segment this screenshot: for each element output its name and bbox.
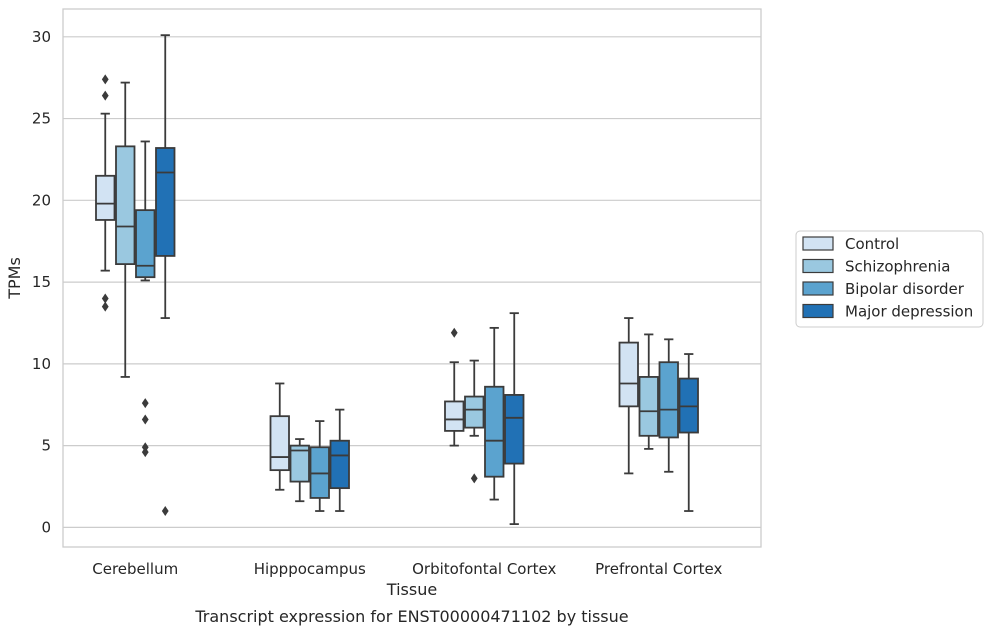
- legend: Control Schizophrenia Bipolar disorder Majo…: [795, 230, 984, 328]
- y-axis-title: TPMs: [5, 257, 24, 300]
- box-body: [444, 400, 465, 432]
- box-orbitofontal-cortex-bipolar-disorder: [484, 326, 505, 501]
- box-prefrontal-cortex-bipolar-disorder: [658, 338, 679, 473]
- box-hipppocampus-control: [269, 382, 290, 491]
- x-tick-label: Hipppocampus: [254, 560, 366, 578]
- outlier-point: [141, 398, 149, 409]
- x-tick-label: Prefrontal Cortex: [595, 560, 722, 578]
- box-body: [464, 395, 485, 429]
- legend-label: Control: [845, 235, 899, 253]
- outlier-point: [161, 506, 169, 517]
- outlier-point: [141, 447, 149, 458]
- plot-frame: [62, 8, 762, 548]
- y-tick-label: 15: [32, 273, 51, 291]
- x-tick-labels: Cerebellum Hipppocampus Orbitofontal Corte…: [92, 560, 722, 578]
- box-hipppocampus-schizophrenia: [289, 438, 310, 503]
- box-body: [115, 145, 136, 266]
- box-cerebellum-schizophrenia: [115, 81, 136, 378]
- y-tick-label: 25: [32, 110, 51, 128]
- box-body: [484, 385, 505, 478]
- outlier-point: [101, 293, 109, 304]
- y-tick-label: 0: [41, 518, 51, 536]
- x-tick-label: Cerebellum: [92, 560, 178, 578]
- x-axis-title: Tissue: [386, 580, 437, 599]
- outlier-point: [101, 74, 109, 85]
- box-orbitofontal-cortex-schizophrenia: [464, 359, 485, 484]
- box-body: [658, 361, 679, 439]
- box-body: [329, 439, 350, 490]
- box-cerebellum-major-depression: [155, 34, 176, 517]
- outlier-point: [101, 301, 109, 312]
- y-gridlines: [63, 36, 761, 528]
- outlier-point: [450, 327, 458, 338]
- legend-item-bipolar-disorder: Bipolar disorder: [802, 280, 965, 298]
- y-tick-label: 20: [32, 191, 51, 209]
- legend-item-schizophrenia: Schizophrenia: [802, 258, 950, 276]
- box-body: [289, 444, 310, 483]
- legend-swatch: [802, 281, 834, 296]
- x-tick-label: Orbitofontal Cortex: [412, 560, 556, 578]
- box-body: [504, 394, 525, 465]
- box-orbitofontal-cortex-major-depression: [504, 312, 525, 526]
- legend-label: Bipolar disorder: [845, 280, 965, 298]
- box-hipppocampus-major-depression: [329, 408, 350, 512]
- legend-swatch: [802, 303, 834, 319]
- box-cerebellum-control: [95, 74, 116, 312]
- outlier-point: [101, 90, 109, 101]
- box-body: [135, 209, 156, 279]
- y-tick-label: 5: [41, 437, 51, 455]
- box-body: [638, 376, 659, 437]
- outlier-point: [141, 414, 149, 425]
- box-orbitofontal-cortex-control: [444, 327, 465, 447]
- box-body: [155, 147, 176, 257]
- box-body: [618, 341, 639, 408]
- outlier-point: [470, 473, 478, 484]
- legend-frame: [795, 230, 984, 328]
- legend-swatch: [802, 258, 834, 274]
- box-body: [95, 174, 116, 221]
- chart-caption: Transcript expression for ENST0000047110…: [194, 607, 628, 626]
- legend-item-major-depression: Major depression: [802, 303, 973, 321]
- y-tick-label: 10: [32, 355, 51, 373]
- box-prefrontal-cortex-schizophrenia: [638, 333, 659, 450]
- legend-swatch: [802, 236, 834, 251]
- box-prefrontal-cortex-control: [618, 317, 639, 475]
- box-hipppocampus-bipolar-disorder: [309, 420, 330, 512]
- box-cerebellum-bipolar-disorder: [135, 140, 156, 458]
- box-groups: [95, 34, 699, 526]
- y-tick-labels: 0 5 10 15 20 25 30: [32, 28, 51, 537]
- legend-label: Schizophrenia: [845, 258, 950, 276]
- y-tick-label: 30: [32, 28, 51, 46]
- plot-background: [63, 9, 761, 547]
- legend-item-control: Control: [802, 235, 899, 253]
- box-prefrontal-cortex-major-depression: [678, 353, 699, 512]
- legend-label: Major depression: [845, 303, 973, 321]
- box-body: [269, 415, 290, 472]
